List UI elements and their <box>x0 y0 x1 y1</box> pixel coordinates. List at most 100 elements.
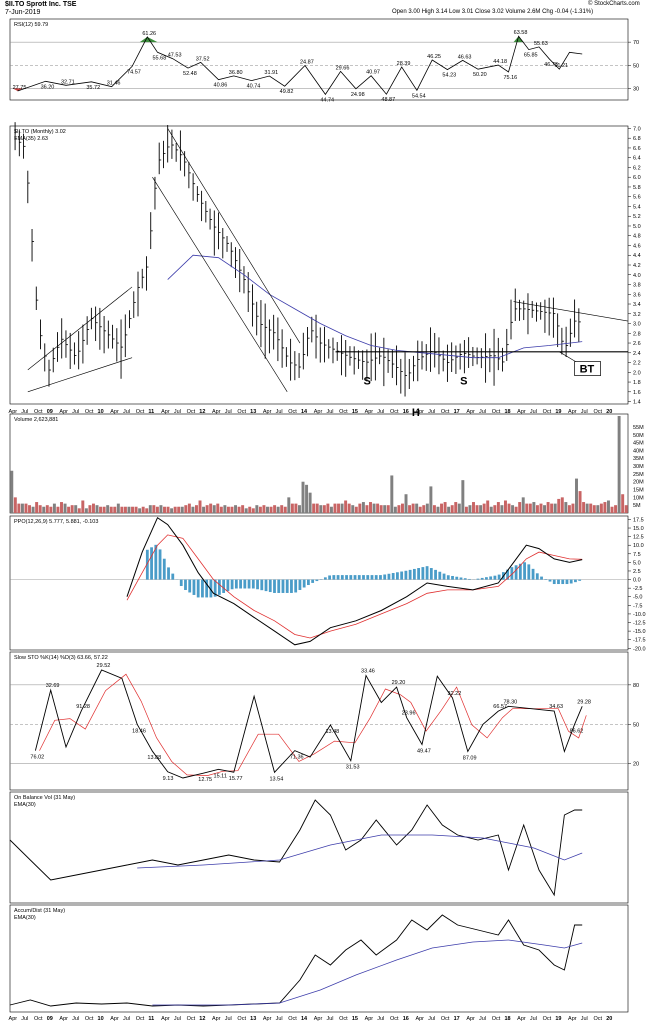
bottom-x-tick-label: 17 <box>454 1016 460 1022</box>
volume-bar <box>596 505 600 513</box>
price-axis-tick-label: 5.6 <box>633 195 641 201</box>
sto-value-label: 33.46 <box>361 669 375 675</box>
volume-bar <box>560 497 564 513</box>
volume-title: Volume 2,623,881 <box>14 417 58 423</box>
obv-panel-frame <box>9 791 629 904</box>
volume-bar <box>553 503 557 513</box>
volume-bar <box>141 506 145 513</box>
ppo-axis-tick-label: 15.0 <box>633 526 644 532</box>
sto-title: Slow STO %K(14) %D(3) 63.66, 57.22 <box>14 655 108 661</box>
ppo-histogram-bar <box>527 564 531 580</box>
price-axis-tick-label: 3.6 <box>633 292 641 298</box>
volume-bar <box>138 508 142 513</box>
volume-bar <box>457 503 461 513</box>
volume-bar <box>432 505 436 513</box>
volume-bar <box>198 500 202 513</box>
volume-bar <box>486 500 490 513</box>
sto-value-label: 76.02 <box>30 755 44 761</box>
bottom-x-tick-label: Oct <box>34 1016 43 1022</box>
x-tick-label: Apr <box>59 409 68 415</box>
x-tick-label: 13 <box>250 409 256 415</box>
price-axis-tick-label: 5.8 <box>633 185 641 191</box>
volume-bar <box>500 505 504 513</box>
bottom-x-tick-label: Apr <box>161 1016 170 1022</box>
rsi-value-label: 40.97 <box>366 70 380 76</box>
volume-bar <box>582 502 586 513</box>
quote-line: Open 3.00 High 3.14 Low 3.01 Close 3.02 … <box>392 9 594 15</box>
price-ema-label: EMA(35) 2.63 <box>14 136 48 142</box>
volume-bar <box>610 506 614 513</box>
price-axis-tick-label: 6.8 <box>633 136 641 142</box>
volume-bar <box>77 508 81 513</box>
volume-bar <box>205 505 209 513</box>
bottom-x-tick-label: Oct <box>339 1016 348 1022</box>
volume-bar <box>163 506 166 513</box>
volume-tick-label: 5M <box>633 503 641 509</box>
volume-bar <box>127 506 131 513</box>
ppo-histogram-bar <box>205 579 209 598</box>
x-tick-label: Oct <box>390 409 399 415</box>
bottom-x-tick-label: Jul <box>479 1016 486 1022</box>
bottom-x-tick-label: Jul <box>174 1016 181 1022</box>
volume-bar <box>20 503 24 513</box>
volume-bar <box>13 497 17 513</box>
volume-bar <box>436 506 440 513</box>
volume-bar <box>546 502 550 513</box>
volume-bar <box>301 481 305 513</box>
ppo-histogram-bar <box>362 575 365 580</box>
volume-bar <box>461 480 465 513</box>
bottom-x-tick-label: Oct <box>390 1016 399 1022</box>
bottom-x-tick-label: Apr <box>568 1016 577 1022</box>
volume-bar <box>411 503 415 513</box>
obv-line <box>9 799 583 897</box>
volume-bar <box>184 505 188 513</box>
rsi-value-label: 75.16 <box>503 75 517 81</box>
x-tick-label: Jul <box>479 409 486 415</box>
volume-bar <box>397 505 401 513</box>
rsi-value-label: 31.91 <box>264 70 278 76</box>
volume-bar <box>280 505 284 513</box>
x-tick-label: Jul <box>581 409 588 415</box>
ppo-histogram-bar <box>184 579 187 590</box>
x-tick-label: 16 <box>403 409 409 415</box>
ppo-axis-tick-label: 0.0 <box>633 578 641 584</box>
volume-bar <box>578 491 582 513</box>
volume-bar <box>308 492 312 513</box>
bottom-x-tick-label: Oct <box>593 1016 602 1022</box>
ppo-histogram-bar <box>285 579 289 593</box>
volume-bar <box>365 505 369 513</box>
bottom-x-tick-label: Jul <box>428 1016 435 1022</box>
bottom-x-tick-label: Oct <box>136 1016 145 1022</box>
ppo-histogram-bar <box>383 574 387 580</box>
bottom-x-tick-label: 11 <box>148 1016 154 1022</box>
ppo-axis-tick-label: 2.5 <box>633 569 641 575</box>
sto-value-label: 78.30 <box>503 699 517 705</box>
x-tick-label: 10 <box>98 409 104 415</box>
volume-bar <box>535 505 539 513</box>
x-tick-label: Oct <box>34 409 43 415</box>
bt-annotation: BT <box>580 364 595 376</box>
volume-bar <box>429 486 433 513</box>
volume-bar <box>248 506 252 513</box>
ppo-histogram-bar <box>531 568 535 580</box>
ad-ema-line <box>152 939 583 1006</box>
x-tick-label: 11 <box>148 409 154 415</box>
volume-bar <box>194 505 198 513</box>
rsi-value-label: 61.21 <box>554 63 568 69</box>
sto-value-label: 29.52 <box>97 663 111 669</box>
x-tick-label: Apr <box>263 409 272 415</box>
volume-bar <box>344 500 348 513</box>
x-tick-label: Apr <box>365 409 374 415</box>
volume-bar <box>312 503 316 513</box>
volume-bar <box>447 506 451 513</box>
x-tick-label: 19 <box>555 409 561 415</box>
bottom-x-tick-label: Jul <box>276 1016 283 1022</box>
volume-bar <box>425 503 429 513</box>
bottom-x-tick-label: Apr <box>9 1016 18 1022</box>
price-axis-tick-label: 4.0 <box>633 273 641 279</box>
rsi-oversold-fill <box>12 88 23 92</box>
x-tick-label: Apr <box>161 409 170 415</box>
sto-value-label: 18.46 <box>132 728 146 734</box>
volume-bar <box>294 503 298 513</box>
volume-bar <box>443 502 447 513</box>
